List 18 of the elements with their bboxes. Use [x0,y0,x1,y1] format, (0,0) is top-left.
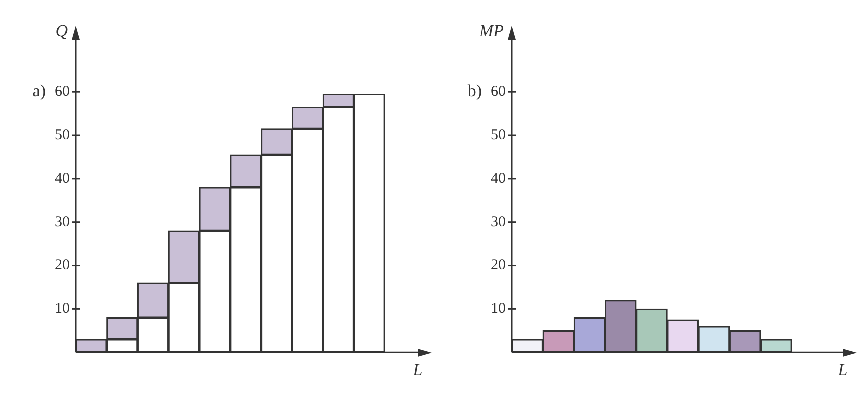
y-tick-label: 60 [491,84,506,100]
y-tick-label: 10 [491,301,506,318]
y-tick-label: 60 [55,84,70,100]
x-axis-title: L [837,360,848,380]
y-tick-label: 50 [55,127,70,144]
y-tick-label: 20 [55,258,70,274]
y-tick-label: 40 [491,170,506,187]
y-axis-title: MP [478,21,504,40]
x-axis-title: L [412,360,423,380]
y-tick-label: 50 [491,127,506,144]
y-tick-label: 10 [55,301,70,318]
y-tick-label: 40 [55,170,70,187]
y-tick-label: 30 [55,214,70,230]
y-tick-label: 30 [491,214,506,230]
y-axis-title: Q [56,21,68,40]
y-tick-label: 20 [491,258,506,274]
text: b) [468,82,482,101]
text: a) [32,82,46,101]
